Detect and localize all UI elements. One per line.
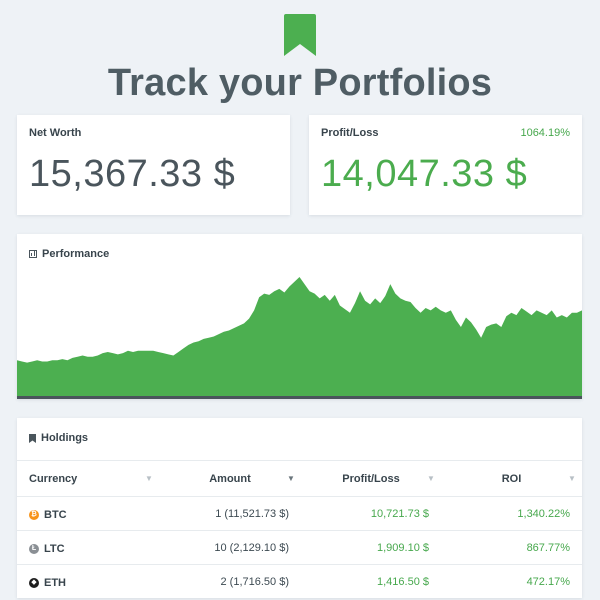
coin-symbol: LTC [44, 542, 65, 555]
net-worth-title: Net Worth [29, 127, 82, 139]
performance-card: Performance [17, 234, 582, 399]
page-headline: Track your Portfolios [107, 62, 493, 104]
roi-cell: 472.17% [526, 575, 570, 588]
performance-area-series [17, 277, 582, 396]
profit-cell: 10,721.73 $ [370, 507, 429, 520]
amount-cell: 10 (2,129.10 $) [214, 541, 289, 554]
profit-loss-card: Profit/Loss 1064.19% 14,047.33 $ [309, 115, 582, 215]
holdings-header: Holdings [29, 432, 88, 444]
profit-loss-title: Profit/Loss [321, 127, 379, 139]
amount-cell: 2 (1,716.50 $) [220, 575, 290, 588]
profit-cell: 1,416.50 $ [377, 575, 429, 588]
profit-loss-percent: 1064.19% [520, 127, 570, 139]
bookmark-icon [29, 433, 36, 443]
net-worth-value: 15,367.33 $ [29, 153, 236, 195]
chart-baseline [17, 396, 582, 399]
coin-symbol: BTC [44, 508, 67, 521]
filter-icon[interactable]: ▼ [568, 473, 576, 483]
table-row[interactable]: ₿ BTC 1 (11,521.73 $) 10,721.73 $ 1,340.… [17, 496, 582, 530]
bar-chart-icon [29, 250, 37, 258]
ethereum-icon: ◆ [29, 577, 39, 588]
column-header-roi[interactable]: ROI ▼ [441, 473, 582, 485]
roi-cell: 1,340.22% [517, 507, 570, 520]
performance-chart[interactable] [17, 269, 582, 399]
column-header-label: Amount [209, 472, 251, 485]
bitcoin-icon: ₿ [29, 509, 39, 520]
currency-cell: ◆ ETH [17, 575, 159, 589]
column-header-label: Profit/Loss [342, 472, 400, 485]
column-header-amount[interactable]: Amount ▼ [159, 473, 301, 485]
filter-icon[interactable]: ▼ [145, 473, 153, 483]
holdings-title: Holdings [41, 432, 89, 444]
holdings-table: Currency ▼ Amount ▼ Profit/Loss ▼ ROI ▼ … [17, 460, 582, 598]
coin-symbol: ETH [44, 576, 66, 589]
column-header-label: ROI [501, 472, 522, 485]
table-header-row: Currency ▼ Amount ▼ Profit/Loss ▼ ROI ▼ [17, 460, 582, 496]
column-header-currency[interactable]: Currency ▼ [17, 473, 159, 485]
amount-cell: 1 (11,521.73 $) [215, 507, 289, 520]
filter-icon[interactable]: ▼ [427, 473, 435, 483]
holdings-card: Holdings Currency ▼ Amount ▼ Profit/Loss… [17, 418, 582, 598]
table-row[interactable]: Ł LTC 10 (2,129.10 $) 1,909.10 $ 867.77% [17, 530, 582, 564]
roi-cell: 867.77% [526, 541, 570, 554]
bookmark-logo-icon [284, 14, 316, 56]
profit-loss-value: 14,047.33 $ [321, 153, 528, 195]
performance-title: Performance [42, 248, 110, 260]
table-row[interactable]: ◆ ETH 2 (1,716.50 $) 1,416.50 $ 472.17% [17, 564, 582, 598]
performance-header: Performance [29, 248, 109, 260]
profit-cell: 1,909.10 $ [377, 541, 429, 554]
column-header-label: Currency [29, 472, 78, 485]
column-header-profit-loss[interactable]: Profit/Loss ▼ [301, 473, 441, 485]
sort-desc-icon[interactable]: ▼ [287, 473, 295, 483]
net-worth-card: Net Worth 15,367.33 $ [17, 115, 290, 215]
currency-cell: Ł LTC [17, 541, 159, 555]
currency-cell: ₿ BTC [17, 507, 159, 521]
litecoin-icon: Ł [29, 543, 39, 554]
